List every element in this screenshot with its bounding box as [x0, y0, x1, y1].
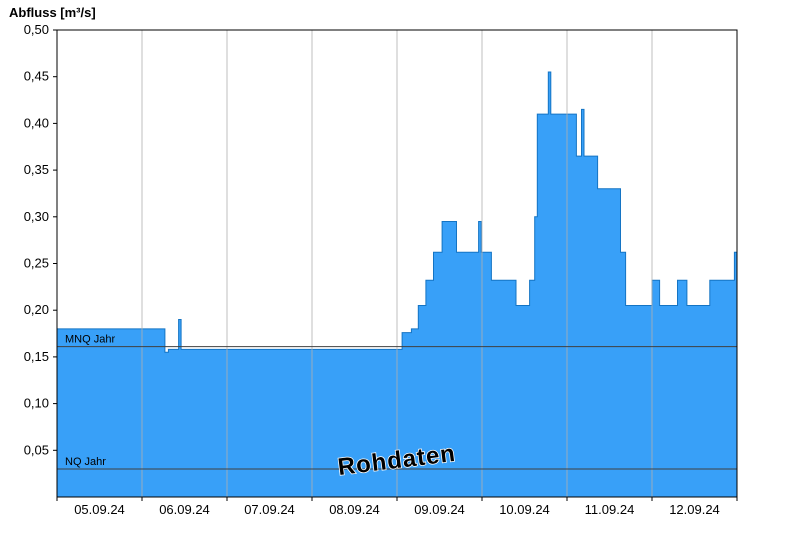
x-tick-label: 11.09.24: [585, 502, 635, 517]
x-tick-label: 07.09.24: [244, 502, 295, 517]
reference-lines: MNQ Jahr NQ Jahr: [57, 334, 737, 470]
y-tick-label: 0,35: [24, 162, 49, 177]
y-tick-label: 0,25: [24, 256, 49, 271]
y-tick-label: 0,50: [24, 22, 49, 37]
y-tick-label: 0,20: [24, 302, 49, 317]
chart-title: Abfluss [m³/s]: [9, 5, 96, 20]
gridlines: [141, 30, 653, 497]
y-tick-label: 0,30: [24, 209, 49, 224]
reference-line-label: NQ Jahr: [65, 456, 106, 468]
x-axis: 05.09.24 06.09.24 07.09.24 08.09.24 09.09.24…: [56, 497, 738, 517]
y-tick-label: 0,40: [24, 115, 49, 130]
discharge-outline: [57, 71, 737, 353]
y-axis: 0,05 0,10 0,15 0,20 0,25 0,30 0,35 0,40 0,45 0,50: [24, 22, 57, 457]
x-tick-label: 10.09.24: [499, 502, 550, 517]
y-tick-label: 0,15: [24, 349, 49, 364]
y-tick-label: 0,45: [24, 69, 49, 84]
x-tick-label: 12.09.24: [669, 502, 720, 517]
x-tick-label: 05.09.24: [74, 502, 125, 517]
reference-line-label: MNQ Jahr: [65, 334, 115, 346]
x-tick-label: 09.09.24: [414, 502, 465, 517]
x-tick-label: 08.09.24: [329, 502, 380, 517]
y-tick-label: 0,10: [24, 396, 49, 411]
x-tick-label: 06.09.24: [159, 502, 210, 517]
y-tick-label: 0,05: [24, 442, 49, 457]
